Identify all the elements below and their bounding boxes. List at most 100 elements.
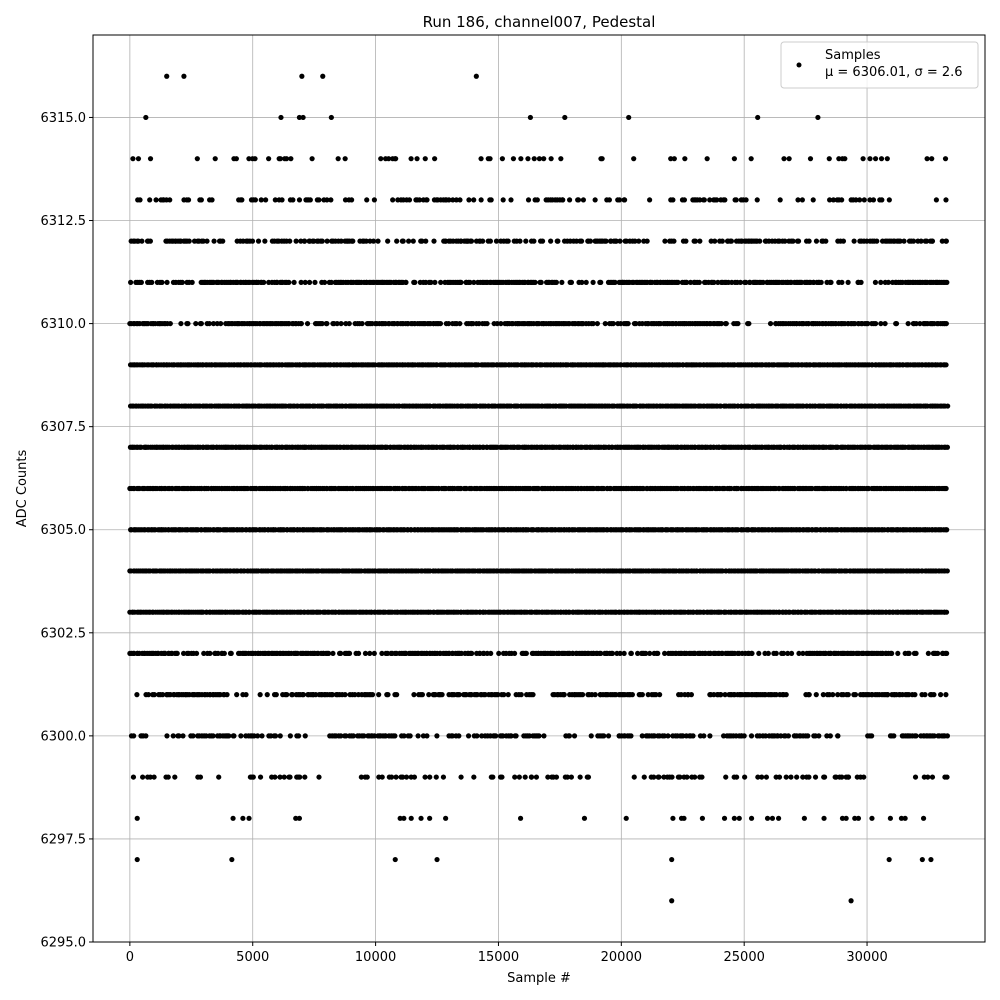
- data-point: [147, 156, 154, 162]
- data-point: [193, 650, 200, 657]
- data-point: [781, 156, 787, 162]
- data-point: [773, 650, 779, 657]
- data-point: [731, 156, 737, 162]
- data-point: [466, 197, 472, 203]
- data-point: [827, 197, 833, 203]
- data-point: [508, 197, 514, 203]
- data-point: [558, 156, 564, 162]
- data-point: [446, 320, 452, 327]
- data-point: [411, 692, 417, 698]
- data-point: [735, 320, 741, 327]
- data-point: [602, 320, 608, 327]
- data-point: [298, 320, 304, 327]
- data-point: [493, 238, 500, 244]
- data-point: [704, 156, 710, 162]
- data-point: [324, 320, 330, 327]
- data-point: [788, 650, 795, 657]
- data-point: [575, 197, 582, 203]
- data-point: [400, 238, 406, 244]
- data-point: [137, 197, 143, 203]
- data-point: [767, 320, 774, 327]
- data-point: [394, 692, 400, 698]
- data-point: [198, 320, 204, 327]
- data-point: [944, 568, 950, 574]
- data-point: [525, 156, 531, 162]
- data-point: [523, 238, 529, 244]
- data-point: [714, 197, 720, 203]
- data-point: [349, 197, 355, 203]
- data-point: [684, 279, 690, 285]
- data-point: [598, 279, 604, 285]
- data-point: [338, 650, 344, 657]
- data-point: [945, 403, 951, 409]
- data-point: [523, 650, 529, 657]
- data-point: [484, 320, 490, 327]
- data-point: [210, 320, 217, 327]
- data-point: [255, 238, 262, 244]
- data-point: [419, 238, 425, 244]
- data-point: [426, 692, 432, 698]
- data-point: [428, 279, 434, 285]
- data-point: [505, 238, 511, 244]
- data-point: [538, 279, 544, 285]
- data-point: [277, 156, 283, 162]
- data-point: [711, 279, 717, 285]
- data-point: [918, 238, 924, 244]
- data-point: [555, 238, 561, 244]
- data-point: [853, 197, 859, 203]
- data-point: [200, 238, 206, 244]
- data-point: [350, 238, 356, 244]
- data-point: [149, 279, 155, 285]
- data-point: [261, 279, 267, 285]
- data-point: [733, 197, 739, 203]
- data-point: [371, 197, 377, 203]
- data-point: [861, 197, 867, 203]
- data-point: [879, 197, 885, 203]
- data-point: [757, 238, 763, 244]
- data-point: [138, 279, 144, 285]
- data-point: [790, 238, 796, 244]
- data-point: [840, 238, 847, 244]
- data-point: [494, 320, 500, 327]
- data-point: [924, 156, 930, 162]
- data-point: [828, 279, 834, 285]
- data-point: [419, 692, 426, 698]
- data-point: [534, 197, 540, 203]
- data-point: [893, 320, 900, 327]
- data-point: [692, 238, 698, 244]
- data-point: [469, 650, 475, 657]
- data-point: [306, 279, 313, 285]
- data-point: [378, 156, 384, 162]
- data-point: [612, 279, 618, 285]
- data-point: [218, 320, 224, 327]
- data-point: [786, 156, 792, 162]
- data-point: [944, 650, 950, 657]
- data-point: [432, 279, 438, 285]
- data-point: [194, 156, 200, 162]
- data-point: [795, 197, 801, 203]
- data-point: [453, 197, 460, 203]
- data-point: [167, 320, 173, 327]
- data-point: [594, 320, 600, 327]
- data-point: [874, 238, 880, 244]
- data-point: [338, 320, 344, 327]
- data-point: [246, 156, 252, 162]
- data-point: [777, 197, 783, 203]
- data-point: [487, 238, 493, 244]
- data-point: [895, 650, 901, 657]
- data-point: [901, 238, 907, 244]
- data-point: [942, 156, 949, 162]
- data-point: [167, 197, 173, 203]
- data-point: [885, 279, 892, 285]
- data-point: [234, 692, 240, 698]
- data-point: [328, 197, 334, 203]
- data-point: [471, 197, 477, 203]
- data-point: [189, 279, 195, 285]
- data-point: [748, 156, 754, 162]
- data-point: [316, 197, 322, 203]
- data-point: [153, 197, 159, 203]
- data-point: [263, 197, 269, 203]
- data-point: [488, 650, 494, 657]
- data-point: [628, 650, 634, 657]
